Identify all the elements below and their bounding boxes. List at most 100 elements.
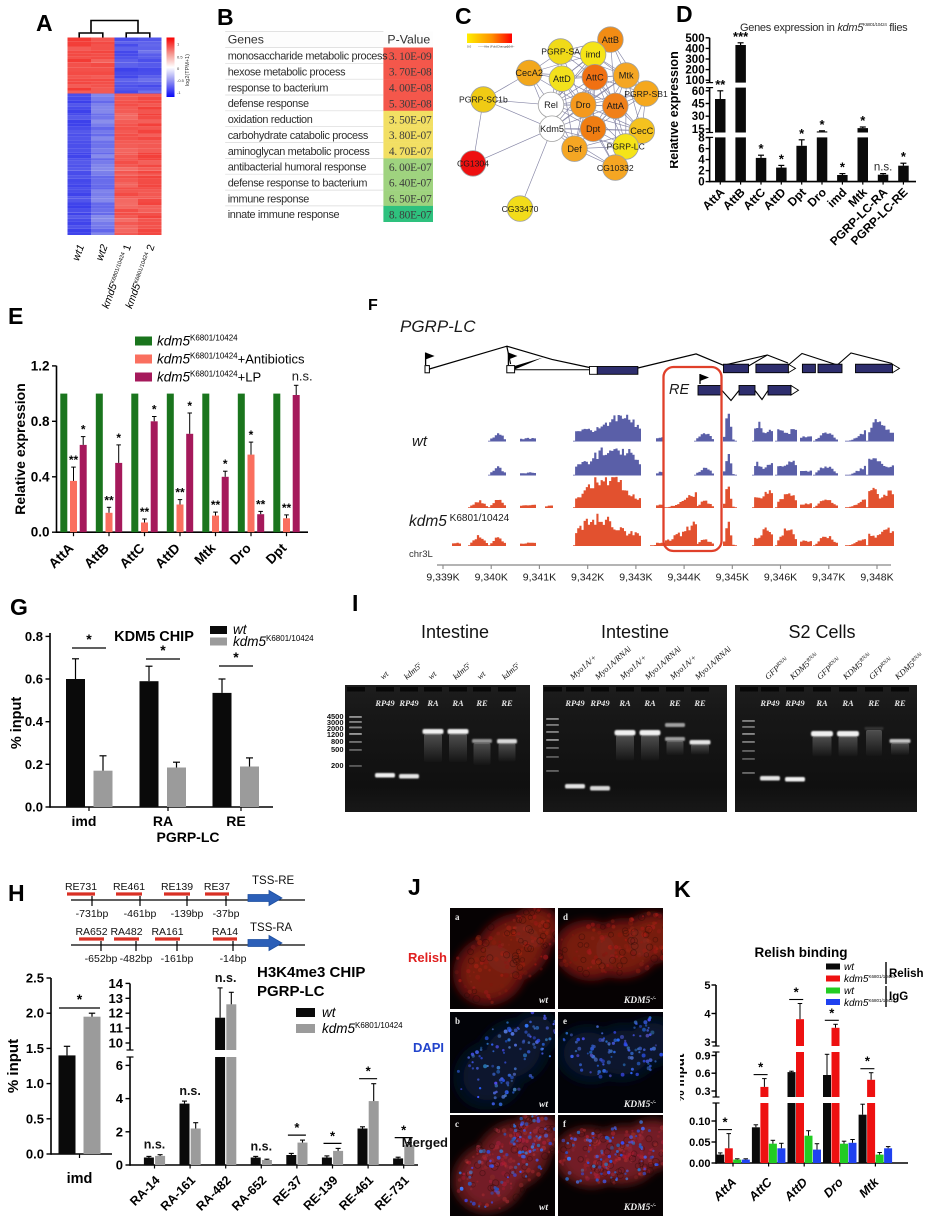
- svg-text:KDM5 CHIP: KDM5 CHIP: [114, 629, 194, 645]
- svg-text:wt: wt: [426, 668, 439, 681]
- svg-text:*: *: [779, 151, 785, 166]
- svg-text:——Abs (FoldChange)——: ——Abs (FoldChange)——: [478, 45, 514, 49]
- svg-text:AttA: AttA: [46, 540, 77, 571]
- svg-text:response to bacterium: response to bacterium: [228, 82, 329, 94]
- svg-text:*: *: [758, 1060, 764, 1075]
- svg-text:Mtk: Mtk: [856, 1174, 882, 1200]
- svg-text:RE: RE: [475, 698, 488, 708]
- svg-text:100: 100: [685, 75, 704, 87]
- svg-text:RA: RA: [451, 698, 464, 708]
- svg-text:*: *: [160, 642, 166, 658]
- svg-text:RE: RE: [669, 382, 689, 398]
- svg-text:AttC: AttC: [745, 1175, 775, 1205]
- svg-text:kdm5K6801/10424+Antibiotics: kdm5K6801/10424+Antibiotics: [157, 352, 305, 367]
- svg-text:4: 4: [698, 155, 705, 167]
- svg-text:*: *: [86, 631, 92, 647]
- svg-text:PGRP-LC: PGRP-LC: [157, 829, 220, 845]
- svg-text:immune response: immune response: [228, 193, 310, 205]
- svg-text:b: b: [455, 1016, 460, 1026]
- svg-text:-139bp: -139bp: [171, 908, 204, 920]
- svg-text:PGRP-LC: PGRP-LC: [607, 142, 645, 152]
- svg-text:oxidation reduction: oxidation reduction: [228, 114, 313, 126]
- svg-text:RA: RA: [426, 698, 439, 708]
- svg-text:200: 200: [331, 761, 344, 770]
- svg-text:wt: wt: [844, 962, 855, 973]
- svg-text:wt: wt: [539, 1203, 548, 1213]
- svg-text:-482bp: -482bp: [120, 953, 153, 965]
- svg-text:RE731: RE731: [65, 881, 97, 893]
- svg-text:Relish binding: Relish binding: [755, 945, 848, 960]
- svg-text:6: 6: [116, 1058, 123, 1073]
- svg-text:9,346K: 9,346K: [764, 572, 797, 584]
- svg-text:-37bp: -37bp: [213, 908, 240, 920]
- svg-text:RP49: RP49: [759, 698, 780, 708]
- svg-text:8. 80E-07: 8. 80E-07: [389, 209, 432, 221]
- svg-text:Intestine: Intestine: [421, 622, 489, 642]
- svg-text:6. 40E-07: 6. 40E-07: [389, 178, 432, 190]
- svg-text:13: 13: [109, 991, 123, 1006]
- svg-text:9,344K: 9,344K: [667, 572, 700, 584]
- svg-text:Kdm5: Kdm5: [540, 124, 564, 134]
- svg-text:Dpt: Dpt: [586, 124, 601, 134]
- svg-text:kdm5c: kdm5c: [500, 660, 523, 682]
- svg-text:PGRP-SA: PGRP-SA: [541, 47, 580, 57]
- svg-text:**: **: [140, 505, 150, 519]
- svg-text:**: **: [256, 497, 266, 511]
- svg-text:**: **: [211, 498, 221, 512]
- svg-text:0.0: 0.0: [25, 800, 43, 815]
- svg-text:9,340K: 9,340K: [475, 572, 508, 584]
- svg-text:0.0: 0.0: [31, 525, 50, 540]
- svg-text:0.10: 0.10: [689, 1116, 710, 1128]
- svg-text:AttB: AttB: [81, 540, 112, 571]
- svg-text:*: *: [829, 1005, 835, 1020]
- svg-text:H3K4me3 CHIP: H3K4me3 CHIP: [257, 964, 365, 981]
- svg-text:9,347K: 9,347K: [812, 572, 845, 584]
- svg-text:GFPRNAi: GFPRNAi: [815, 655, 843, 682]
- svg-text:*: *: [187, 399, 192, 413]
- svg-text:AttD: AttD: [781, 1175, 810, 1204]
- svg-text:Genes: Genes: [228, 33, 264, 47]
- svg-text:Rel: Rel: [544, 100, 558, 110]
- svg-text:0.05: 0.05: [689, 1137, 710, 1149]
- svg-text:RE: RE: [500, 698, 513, 708]
- svg-text:9,342K: 9,342K: [571, 572, 604, 584]
- svg-text:RP49: RP49: [398, 698, 419, 708]
- svg-text:0.6: 0.6: [695, 1068, 710, 1080]
- svg-text:n.s.: n.s.: [144, 1138, 166, 1152]
- svg-text:45: 45: [692, 98, 705, 110]
- svg-text:**: **: [282, 501, 292, 515]
- svg-text:6. 50E-07: 6. 50E-07: [389, 194, 432, 206]
- svg-text:KDM5RNAi: KDM5RNAi: [787, 650, 821, 682]
- svg-text:0.6: 0.6: [25, 672, 43, 687]
- svg-text:RE: RE: [867, 698, 880, 708]
- svg-text:6: 6: [698, 144, 704, 156]
- svg-text:TSS-RA: TSS-RA: [250, 922, 293, 934]
- svg-text:10: 10: [109, 1036, 123, 1051]
- svg-text:PGRP-LC: PGRP-LC: [400, 317, 476, 336]
- svg-text:0.4: 0.4: [25, 714, 44, 729]
- svg-text:TSS-RE: TSS-RE: [252, 875, 295, 887]
- svg-text:2000: 2000: [327, 724, 344, 733]
- svg-text:e: e: [563, 1016, 567, 1026]
- svg-text:0.0: 0.0: [26, 1147, 44, 1162]
- svg-text:9,343K: 9,343K: [619, 572, 652, 584]
- svg-text:a: a: [455, 912, 460, 922]
- svg-text:CG33470: CG33470: [502, 204, 539, 214]
- svg-text:Genes expression in kdm5K6801/: Genes expression in kdm5K6801/10424 flie…: [740, 22, 908, 34]
- svg-text:CecC: CecC: [630, 126, 653, 136]
- svg-text:3: 3: [704, 1037, 710, 1049]
- svg-text:CG1304: CG1304: [457, 159, 489, 169]
- svg-text:IgG: IgG: [889, 991, 908, 1003]
- svg-text:14: 14: [109, 976, 124, 991]
- svg-text:Def: Def: [567, 144, 582, 154]
- svg-text:GFPRNAi: GFPRNAi: [867, 655, 895, 682]
- svg-text:wt1: wt1: [70, 243, 87, 262]
- svg-text:400: 400: [685, 43, 704, 55]
- svg-text:wt: wt: [539, 996, 548, 1006]
- svg-text:*: *: [840, 160, 846, 175]
- svg-text:8: 8: [698, 133, 705, 145]
- svg-text:RA-482: RA-482: [193, 1173, 233, 1213]
- svg-text:RE: RE: [226, 813, 245, 829]
- svg-text:0.5: 0.5: [26, 1111, 44, 1126]
- svg-text:*: *: [152, 402, 157, 416]
